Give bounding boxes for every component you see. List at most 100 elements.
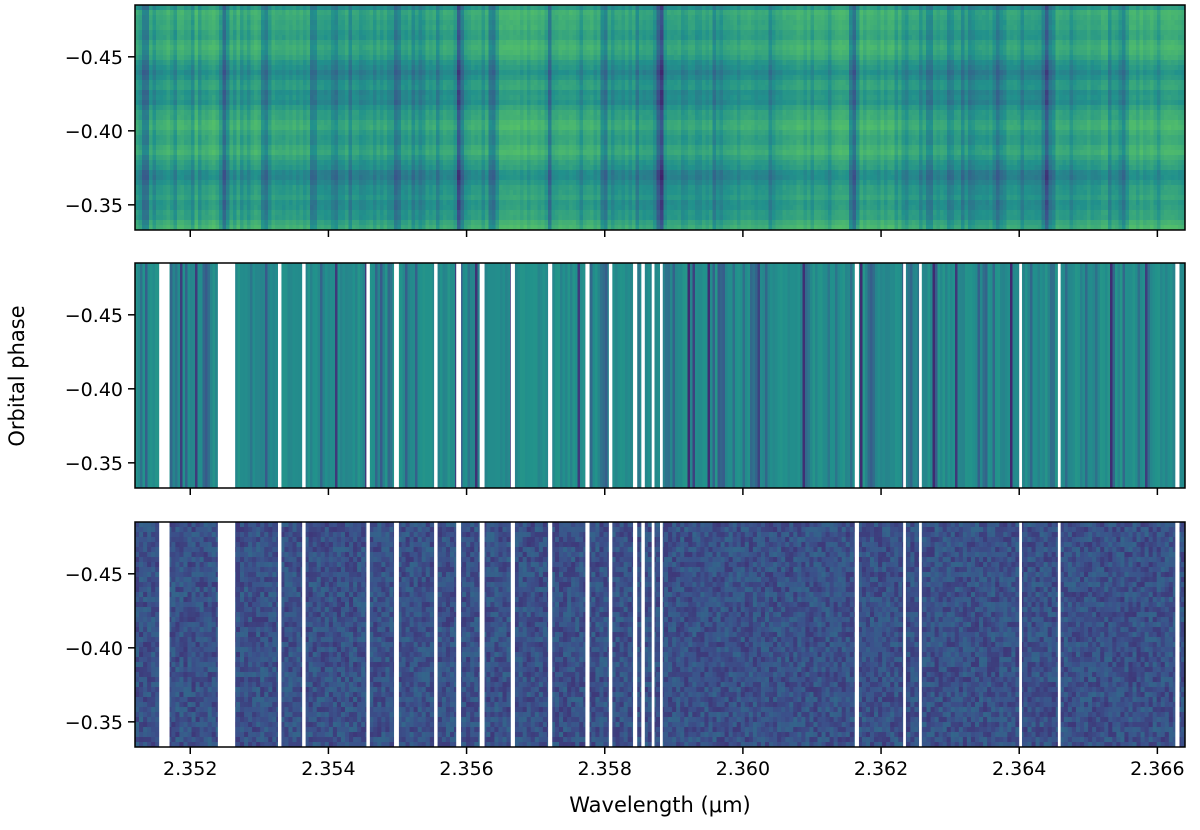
residual-column	[211, 522, 217, 747]
raw-column	[376, 5, 381, 230]
residual-column	[724, 522, 730, 747]
corrected-column	[187, 263, 191, 488]
raw-column	[212, 5, 217, 230]
corrected-column	[527, 263, 531, 488]
masked-region	[217, 522, 236, 747]
raw-column	[383, 5, 388, 230]
corrected-column	[452, 263, 456, 488]
raw-column	[1006, 5, 1011, 230]
raw-column	[495, 5, 500, 230]
corrected-column	[447, 263, 451, 488]
corrected-column	[465, 263, 468, 488]
residual-column	[1124, 522, 1130, 747]
corrected-column	[347, 263, 351, 488]
raw-column	[345, 5, 350, 230]
corrected-column	[907, 263, 911, 488]
residual-column	[296, 522, 302, 747]
raw-column	[327, 5, 332, 230]
raw-column	[877, 5, 882, 230]
masked-region	[854, 522, 859, 747]
raw-column	[471, 5, 476, 230]
raw-column	[716, 5, 721, 230]
corrected-column	[1035, 263, 1038, 488]
corrected-column	[205, 263, 208, 488]
residual-column	[752, 522, 758, 747]
residual-column	[744, 522, 750, 747]
raw-column	[1129, 5, 1134, 230]
residual-column	[179, 522, 185, 747]
raw-column	[691, 5, 696, 230]
corrected-column	[817, 263, 821, 488]
raw-column	[464, 5, 469, 230]
raw-column	[460, 5, 465, 230]
corrected-column	[1182, 263, 1185, 488]
corrected-column	[670, 263, 673, 488]
corrected-column	[300, 263, 303, 488]
corrected-column	[532, 263, 536, 488]
corrected-column	[517, 263, 521, 488]
corrected-column	[260, 263, 263, 488]
residual-column	[571, 522, 576, 747]
corrected-column	[275, 263, 278, 488]
raw-column	[313, 5, 318, 230]
residual-column	[619, 522, 625, 747]
raw-column	[1125, 5, 1130, 230]
raw-column	[947, 5, 952, 230]
residual-column	[1051, 522, 1057, 747]
residual-column	[1104, 522, 1109, 747]
y-tick-label: −0.45	[65, 305, 123, 327]
y-axis-label: Orbital phase	[5, 305, 29, 446]
corrected-column	[702, 263, 706, 488]
raw-column	[373, 5, 378, 230]
masked-region	[608, 522, 613, 747]
corrected-column	[732, 263, 736, 488]
raw-column	[635, 5, 640, 230]
residual-column	[603, 522, 609, 747]
residual-column	[240, 522, 245, 747]
residual-column	[1063, 522, 1069, 747]
corrected-column	[1120, 263, 1123, 488]
corrected-column	[427, 263, 431, 488]
raw-column	[282, 5, 287, 230]
residual-column	[740, 522, 746, 747]
corrected-column	[397, 263, 401, 488]
residual-column	[910, 522, 916, 747]
corrected-column	[287, 263, 291, 488]
raw-column	[523, 5, 528, 230]
corrected-column	[470, 263, 473, 488]
raw-column	[268, 5, 273, 230]
raw-column	[457, 5, 462, 230]
corrected-column	[835, 263, 838, 488]
corrected-column	[262, 263, 266, 488]
corrected-column	[150, 263, 153, 488]
residual-column	[801, 522, 806, 747]
raw-column	[1111, 5, 1116, 230]
corrected-column	[1100, 263, 1103, 488]
corrected-column	[572, 263, 576, 488]
residual-column	[760, 522, 766, 747]
corrected-column	[885, 263, 888, 488]
raw-column	[1059, 5, 1064, 230]
residual-column	[260, 522, 265, 747]
corrected-column	[1070, 263, 1073, 488]
corrected-column	[1077, 263, 1081, 488]
raw-column	[506, 5, 511, 230]
masked-region	[510, 522, 515, 747]
corrected-column	[617, 263, 621, 488]
raw-column	[352, 5, 357, 230]
residual-column	[401, 522, 407, 747]
panel-residuals: −0.35 −0.40 −0.45 2.352 2.354 2.356 2.358 2.360…	[65, 521, 1186, 780]
raw-column	[628, 5, 633, 230]
corrected-column	[1145, 263, 1148, 488]
panel-corrected: −0.35 −0.40 −0.45	[65, 262, 1186, 495]
raw-column	[653, 5, 658, 230]
corrected-column	[1000, 263, 1003, 488]
masked-region	[633, 522, 638, 747]
masked-region	[366, 522, 370, 747]
corrected-column	[500, 263, 503, 488]
raw-column	[271, 5, 276, 230]
corrected-column	[1135, 263, 1138, 488]
raw-column	[1104, 5, 1109, 230]
masked-region	[434, 263, 438, 488]
